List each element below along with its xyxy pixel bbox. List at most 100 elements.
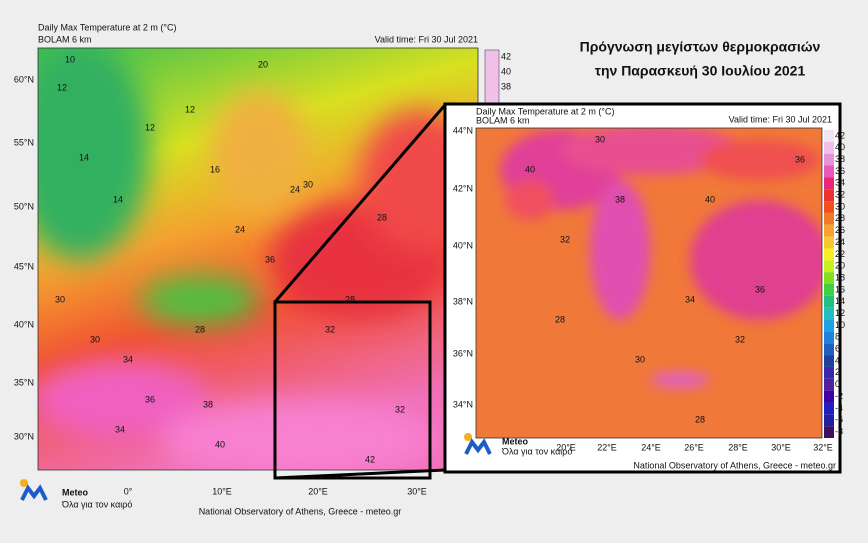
lat-label: 38°N xyxy=(453,296,473,306)
lon-label: 24°E xyxy=(641,442,661,452)
temperature-label: 36 xyxy=(265,254,275,264)
logo-icon xyxy=(464,433,472,441)
logo-icon xyxy=(20,484,48,501)
colorbar-label: 26 xyxy=(835,225,845,235)
temperature-label: 10 xyxy=(65,54,75,64)
lon-label: 30°E xyxy=(771,442,791,452)
temperature-label: 32 xyxy=(735,334,745,344)
lat-label: 34°N xyxy=(453,399,473,409)
colorbar-cell xyxy=(824,153,834,166)
colorbar-label: -4 xyxy=(835,403,843,413)
temperature-label: 16 xyxy=(210,164,220,174)
colorbar-label: 14 xyxy=(835,296,845,306)
temperature-label: 28 xyxy=(345,294,355,304)
temperature-label: 34 xyxy=(115,424,125,434)
zoom-box xyxy=(273,300,432,480)
lon-label: 10°E xyxy=(212,486,232,496)
colorbar-label: 30 xyxy=(835,201,845,211)
temperature-label: 36 xyxy=(755,284,765,294)
colorbar-label: 18 xyxy=(835,272,845,282)
colorbar-label: 10 xyxy=(835,320,845,330)
inset-tagline: Όλα για τον καιρό xyxy=(501,446,572,456)
lon-label: 32°E xyxy=(813,442,833,452)
temperature-label: 40 xyxy=(215,439,225,449)
temperature-label: 28 xyxy=(377,212,387,222)
lon-label: 20°E xyxy=(556,442,576,452)
colorbar-label: 32 xyxy=(835,190,845,200)
lat-label: 55°N xyxy=(14,137,34,147)
colorbar-cell xyxy=(824,272,834,284)
colorbar-label: 0 xyxy=(835,379,840,389)
temperature-label: 34 xyxy=(123,354,133,364)
colorbar-cell xyxy=(824,130,834,142)
temperature-label: 34 xyxy=(685,294,695,304)
colorbar-cell xyxy=(824,236,834,249)
colorbar-cell xyxy=(824,165,834,178)
lon-label: 28°E xyxy=(728,442,748,452)
colorbar-label: 36 xyxy=(835,166,845,176)
lat-label: 30°N xyxy=(14,431,34,441)
logo: Meteo xyxy=(62,487,89,497)
colorbar-cell xyxy=(824,366,834,379)
lat-label: 42°N xyxy=(453,183,473,193)
colorbar-label: 6 xyxy=(835,344,840,354)
colorbar-cell xyxy=(824,295,834,308)
inset-credit: National Observatory of Athens, Greece -… xyxy=(633,460,836,470)
inset-map xyxy=(476,128,822,438)
temperature-label: 32 xyxy=(395,404,405,414)
map-valid-time: Valid time: Fri 30 Jul 2021 xyxy=(375,34,478,44)
colorbar-label: 4 xyxy=(835,355,840,365)
colorbar-label: 42 xyxy=(501,51,511,61)
colorbar-label: 24 xyxy=(835,237,845,247)
page-subtitle: την Παρασκευή 30 Ιουλίου 2021 xyxy=(595,63,806,79)
colorbar-label: 2 xyxy=(835,367,840,377)
lat-label: 50°N xyxy=(14,201,34,211)
temperature-label: 36 xyxy=(795,154,805,164)
colorbar-label: 38 xyxy=(501,81,511,91)
lon-label: 30°E xyxy=(407,486,427,496)
lat-label: 60°N xyxy=(14,74,34,84)
temperature-label: 12 xyxy=(145,122,155,132)
temperature-label: 42 xyxy=(365,454,375,464)
lon-label: 0° xyxy=(124,486,133,496)
colorbar-label: 28 xyxy=(835,213,845,223)
colorbar-cell xyxy=(824,248,834,261)
colorbar-cell xyxy=(824,319,834,332)
temperature-label: 28 xyxy=(555,314,565,324)
tagline: Όλα για τον καιρό xyxy=(61,499,132,509)
temperature-label: 32 xyxy=(325,324,335,334)
temperature-label: 36 xyxy=(145,394,155,404)
colorbar-label: -6 xyxy=(835,415,843,425)
colorbar-label: 22 xyxy=(835,249,845,259)
lon-label: 20°E xyxy=(308,486,328,496)
colorbar-cell xyxy=(824,201,834,213)
colorbar-label: 40 xyxy=(835,142,845,152)
colorbar-cell xyxy=(824,414,834,427)
colorbar-label: 20 xyxy=(835,261,845,271)
colorbar-cell xyxy=(824,224,834,237)
temperature-label: 30 xyxy=(55,294,65,304)
colorbar-cell xyxy=(824,177,834,190)
main-map xyxy=(38,48,478,470)
colorbar-label: -8 xyxy=(835,426,843,436)
colorbar-cell xyxy=(824,426,834,438)
colorbar-cell xyxy=(824,390,834,403)
colorbar-cell xyxy=(824,331,834,344)
temperature-label: 28 xyxy=(195,324,205,334)
logo-icon xyxy=(464,438,492,455)
colorbar-label: 38 xyxy=(835,154,845,164)
colorbar xyxy=(484,49,500,106)
colorbar-label: 16 xyxy=(835,284,845,294)
page-title: Πρόγνωση μεγίστων θερμοκρασιών xyxy=(580,39,821,55)
temperature-label: 28 xyxy=(695,414,705,424)
map-title: Daily Max Temperature at 2 m (°C) xyxy=(38,22,176,32)
colorbar-cell xyxy=(824,343,834,356)
lat-label: 36°N xyxy=(453,348,473,358)
colorbar-cell xyxy=(824,189,834,202)
colorbar-label: 12 xyxy=(835,308,845,318)
lat-label: 40°N xyxy=(14,319,34,329)
temperature-label: 24 xyxy=(235,224,245,234)
colorbar-cell xyxy=(824,141,834,154)
inset-valid-time: Valid time: Fri 30 Jul 2021 xyxy=(729,114,832,124)
